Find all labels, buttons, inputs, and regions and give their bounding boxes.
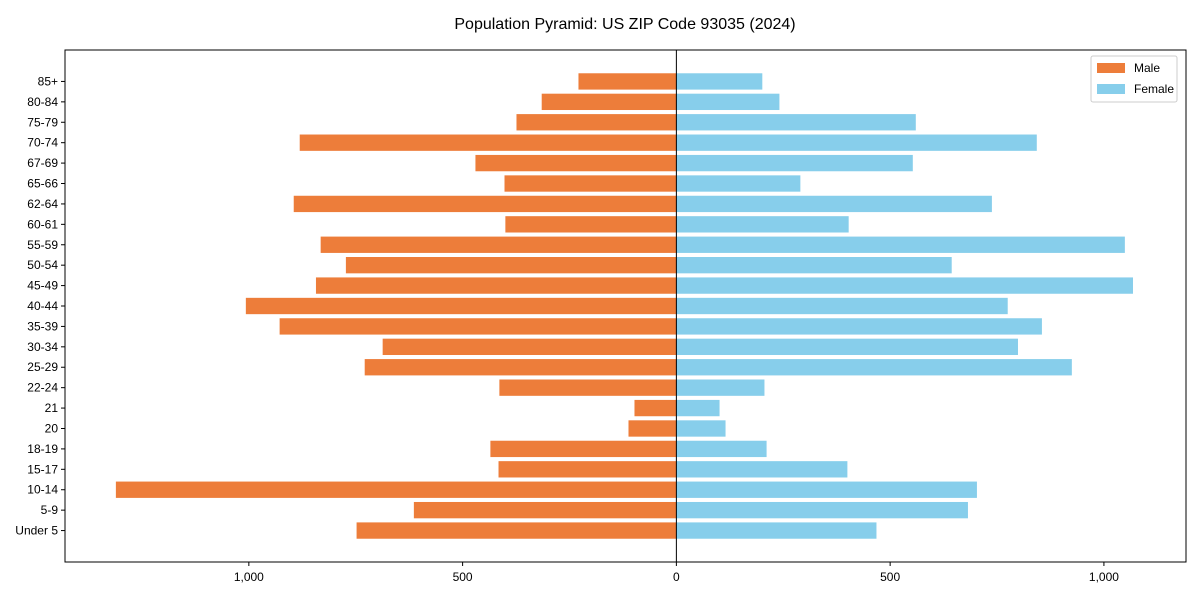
bar-male-15-17 — [498, 461, 677, 478]
legend-swatch-male — [1097, 63, 1125, 73]
bar-female-35-39 — [676, 318, 1042, 335]
bar-female-65-66 — [676, 175, 801, 192]
bar-male-35-39 — [279, 318, 677, 335]
y-tick-label: 50-54 — [27, 258, 58, 272]
y-tick-label: 20 — [45, 421, 59, 435]
bar-female-21 — [676, 399, 720, 417]
bar-male-25-29 — [364, 359, 677, 376]
x-tick-label: 1,000 — [234, 570, 264, 584]
bar-male-5-9 — [413, 501, 677, 519]
y-tick-label: 35-39 — [27, 319, 58, 333]
x-tick-label: 500 — [880, 570, 900, 584]
y-tick-label: 65-66 — [27, 177, 58, 191]
legend-label-male: Male — [1134, 61, 1160, 75]
bar-female-85+ — [676, 73, 763, 90]
bar-male-10-14 — [115, 481, 677, 498]
y-tick-label: 62-64 — [27, 197, 58, 211]
bar-male-18-19 — [490, 440, 677, 458]
y-tick-label: 60-61 — [27, 217, 58, 231]
bar-male-30-34 — [382, 338, 677, 355]
x-tick-label: 0 — [673, 570, 680, 584]
bar-female-under-5 — [676, 522, 877, 539]
bar-male-55-59 — [320, 236, 677, 253]
y-tick-label: 15-17 — [27, 462, 58, 476]
y-tick-label: 25-29 — [27, 360, 58, 374]
y-tick-label: 80-84 — [27, 95, 58, 109]
legend-label-female: Female — [1134, 82, 1174, 96]
y-tick-label: 85+ — [38, 74, 58, 88]
bar-male-22-24 — [499, 379, 677, 396]
bar-male-62-64 — [293, 195, 677, 213]
y-tick-label: 21 — [45, 401, 59, 415]
bar-male-45-49 — [315, 277, 677, 294]
bar-female-45-49 — [676, 277, 1133, 294]
bar-female-15-17 — [676, 461, 848, 478]
bar-male-60-61 — [505, 216, 677, 233]
legend-swatch-female — [1097, 84, 1125, 94]
bar-female-60-61 — [676, 216, 849, 233]
bar-female-10-14 — [676, 481, 977, 498]
plot-frame — [64, 49, 1187, 563]
y-tick-label: 30-34 — [27, 340, 58, 354]
y-tick-label: 18-19 — [27, 442, 58, 456]
bar-female-55-59 — [676, 236, 1125, 253]
y-tick-label: 40-44 — [27, 299, 58, 313]
bar-male-under-5 — [356, 522, 677, 539]
bar-female-22-24 — [676, 379, 765, 396]
y-tick-label: 5-9 — [41, 503, 59, 517]
bar-male-50-54 — [345, 257, 677, 274]
bar-female-25-29 — [676, 359, 1072, 376]
bar-male-67-69 — [475, 154, 677, 172]
bar-female-62-64 — [676, 195, 992, 213]
y-tick-label: 75-79 — [27, 115, 58, 129]
chart-title: Population Pyramid: US ZIP Code 93035 (2… — [454, 16, 795, 33]
bar-female-18-19 — [676, 440, 767, 458]
x-tick-label: 500 — [453, 570, 473, 584]
y-tick-label: 45-49 — [27, 279, 58, 293]
bar-male-65-66 — [504, 175, 677, 192]
bar-female-20 — [676, 420, 726, 437]
bar-male-20 — [628, 420, 677, 437]
bar-male-21 — [634, 399, 677, 417]
bar-male-40-44 — [245, 297, 677, 315]
y-tick-label: 67-69 — [27, 156, 58, 170]
bar-female-50-54 — [676, 257, 952, 274]
bar-male-80-84 — [541, 93, 677, 111]
bar-male-75-79 — [516, 114, 677, 131]
bar-female-70-74 — [676, 134, 1037, 151]
y-tick-label: 10-14 — [27, 483, 58, 497]
y-tick-label: Under 5 — [15, 524, 58, 538]
x-tick-label: 1,000 — [1089, 570, 1119, 584]
bar-female-67-69 — [676, 154, 913, 172]
y-tick-label: 22-24 — [27, 381, 58, 395]
bar-female-40-44 — [676, 297, 1008, 315]
y-tick-label: 70-74 — [27, 136, 58, 150]
bar-female-5-9 — [676, 501, 968, 519]
y-tick-label: 55-59 — [27, 238, 58, 252]
bar-female-80-84 — [676, 93, 780, 111]
bar-female-75-79 — [676, 114, 916, 131]
legend: Male Female — [1090, 55, 1178, 103]
bar-female-30-34 — [676, 338, 1018, 355]
bar-male-85+ — [578, 73, 677, 90]
bar-male-70-74 — [299, 134, 677, 151]
